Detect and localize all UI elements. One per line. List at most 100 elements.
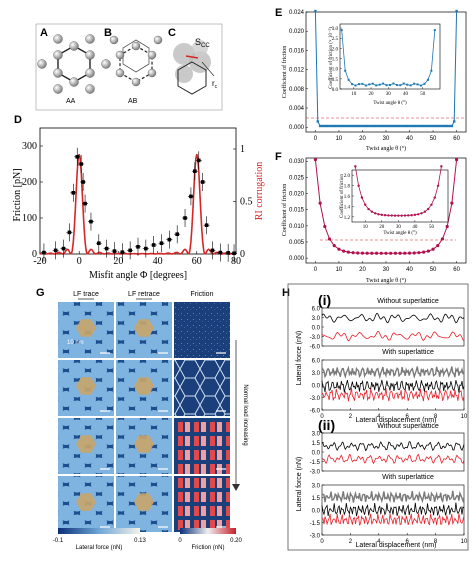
x-tick-label: 80 bbox=[231, 256, 241, 267]
series-point bbox=[436, 244, 440, 248]
g-col-title-retrace: LF retrace bbox=[128, 291, 160, 298]
h-ii-without: Without superlattice bbox=[377, 423, 439, 430]
x-tick-label: 30 bbox=[383, 136, 390, 142]
data-point bbox=[232, 251, 236, 256]
h-i-with: With superlattice bbox=[382, 349, 434, 356]
data-point bbox=[167, 237, 172, 242]
panel-e-inset-ylabel: Coefficient of friction (× 10⁻³) bbox=[328, 27, 334, 89]
x-tick-label: 60 bbox=[453, 136, 460, 142]
y-tick-label: 0.004 bbox=[289, 106, 305, 112]
x-tick-label: 2 bbox=[349, 539, 353, 545]
panel-h: H (i) Without superlattice With superlat… bbox=[282, 283, 469, 551]
inset-y-tick-label: 2.0 bbox=[332, 47, 339, 52]
inset-y-tick-label: 1.2 bbox=[344, 216, 351, 221]
panel-e-inset-series bbox=[341, 30, 436, 86]
inset-y-tick-label: 1.0 bbox=[332, 68, 339, 73]
x-tick-label: 6 bbox=[406, 414, 410, 420]
h-i-without: Without superlattice bbox=[377, 298, 439, 305]
data-point bbox=[128, 248, 132, 253]
series-point bbox=[332, 244, 336, 248]
inset-x-tick-label: 10 bbox=[351, 92, 357, 97]
y-tick-label: 0.016 bbox=[289, 48, 305, 54]
data-point bbox=[97, 241, 101, 245]
y-tick-label: 0.008 bbox=[289, 87, 305, 93]
x-tick-label: 4 bbox=[377, 539, 381, 545]
x-tick-label: 10 bbox=[336, 267, 343, 273]
data-point bbox=[83, 201, 87, 206]
y-tick-label: 6.0 bbox=[312, 359, 321, 365]
x-tick-label: 0 bbox=[320, 414, 324, 420]
panel-d-points bbox=[40, 147, 238, 263]
series-point bbox=[398, 251, 402, 255]
panel-h-letter: H bbox=[282, 287, 290, 299]
force-trace bbox=[321, 513, 465, 526]
x-tick-label: 2 bbox=[349, 414, 353, 420]
series-point bbox=[431, 247, 435, 251]
x-tick-label: 50 bbox=[430, 267, 437, 273]
data-point bbox=[136, 245, 140, 249]
inset-y-tick-label: 1.4 bbox=[344, 205, 351, 210]
data-point bbox=[210, 248, 215, 253]
x-tick-label: 50 bbox=[430, 136, 437, 142]
y-tick-label: 0.0 bbox=[312, 451, 321, 457]
data-point bbox=[226, 251, 230, 255]
h-ii-xlabel: Lateral displacement (nm) bbox=[356, 542, 437, 549]
force-trace bbox=[321, 441, 465, 452]
x-tick-label: 10 bbox=[461, 539, 468, 545]
inset-y-tick-label: 1.8 bbox=[344, 185, 351, 190]
h-i-ylabel: Lateral force (nN) bbox=[296, 331, 303, 385]
series-point bbox=[360, 251, 365, 255]
data-point bbox=[53, 248, 58, 253]
panel-f-inset-xlabel: Twist angle θ (°) bbox=[383, 231, 417, 236]
y-tick-label: 0.005 bbox=[289, 240, 305, 246]
y-tick-label: 0.024 bbox=[289, 10, 305, 16]
series-point bbox=[393, 251, 398, 255]
x-tick-label: 4 bbox=[377, 414, 381, 420]
series-point bbox=[422, 250, 426, 254]
panel-h-ticks: 6.03.00.0-3.0-6.06.03.00.0-3.0-6.00 2 4 6 8 1… bbox=[310, 307, 468, 546]
data-point bbox=[193, 169, 197, 173]
h-ii-with: With superlattice bbox=[382, 474, 434, 481]
x-tick-label: 10 bbox=[336, 136, 343, 142]
series-point bbox=[389, 251, 393, 255]
y-tick-label: -3.0 bbox=[310, 396, 321, 402]
y-tick-label: 200 bbox=[22, 177, 37, 188]
y-tick-label: 0.0 bbox=[312, 384, 321, 390]
data-point bbox=[120, 250, 125, 254]
panel-f-inset-ylabel: Coefficient of friction bbox=[340, 174, 345, 218]
force-trace bbox=[321, 490, 465, 504]
inset-x-tick-label: 50 bbox=[429, 225, 435, 230]
y-tick-label: 0.020 bbox=[289, 29, 305, 35]
y-tick-label: 0.000 bbox=[289, 125, 305, 131]
data-point bbox=[89, 219, 93, 224]
panel-e-letter: E bbox=[275, 7, 282, 19]
afm-friction-image bbox=[174, 360, 230, 416]
panel-h-frame bbox=[287, 283, 469, 551]
series-point bbox=[365, 251, 369, 255]
y-tick-label: 6.0 bbox=[312, 307, 321, 313]
inset-y-tick-label: 3.0 bbox=[332, 27, 339, 32]
y-tick-label: -1.5 bbox=[310, 521, 321, 527]
cbar2-label: Friction (nN) bbox=[191, 545, 224, 551]
series-point bbox=[342, 249, 346, 253]
y-tick-label: 0 bbox=[32, 249, 37, 260]
inset-y-tick-label: 1.6 bbox=[344, 195, 351, 200]
series-point bbox=[370, 251, 374, 255]
series-point bbox=[403, 251, 407, 255]
x-tick-label: 0 bbox=[314, 136, 318, 142]
series-point bbox=[417, 251, 421, 255]
y-tick-label: 0.010 bbox=[289, 224, 305, 230]
y-tick-label: 3.0 bbox=[312, 316, 321, 322]
series-point bbox=[454, 158, 459, 162]
hexagon-overlay bbox=[76, 319, 96, 337]
x-tick-label: 20 bbox=[359, 136, 366, 142]
force-trace bbox=[321, 379, 465, 393]
y-tick-label: 0.0 bbox=[312, 509, 321, 515]
data-point bbox=[75, 155, 80, 159]
y-tick-label: 0.000 bbox=[289, 256, 305, 262]
y2-tick-label: 1 bbox=[240, 144, 245, 155]
panel-f-inset bbox=[351, 169, 449, 223]
panel-a-letter: A bbox=[40, 27, 48, 39]
data-point bbox=[175, 232, 179, 236]
